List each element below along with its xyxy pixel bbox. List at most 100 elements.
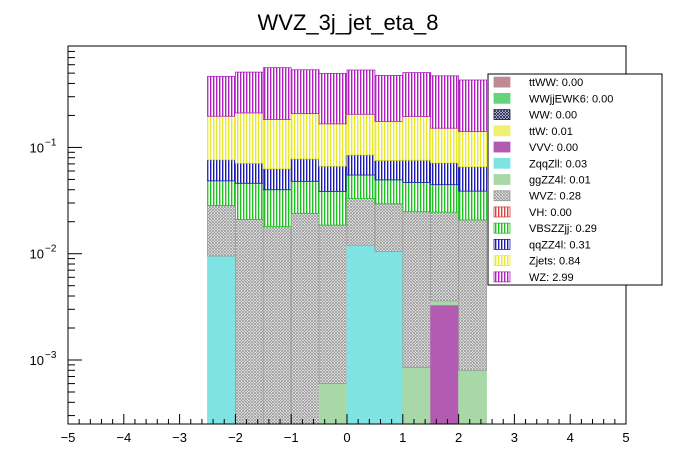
y-tick-exponent: −2 (45, 244, 57, 255)
legend-label: ttWW: 0.00 (529, 77, 583, 89)
bar-wvz-bin-1 (234, 219, 264, 425)
bar-zqqzll-bin-0 (207, 255, 236, 425)
y-tick-exponent: −1 (45, 137, 57, 148)
legend-label: WVZ: 0.28 (529, 191, 581, 203)
bar-wvz-bin-6 (374, 203, 404, 252)
x-tick-label: −4 (116, 430, 131, 445)
x-tick-label: 2 (455, 430, 462, 445)
legend-swatch (493, 222, 511, 234)
bar-wvz-bin-5 (346, 198, 376, 246)
bar-wvz-bin-8 (430, 211, 460, 302)
legend-label: VBSZZjj: 0.29 (529, 223, 597, 235)
legend-swatch (493, 206, 511, 218)
y-tick-exponent: −3 (45, 350, 57, 361)
legend-swatch (493, 271, 511, 283)
bar-zjets-bin-4 (318, 123, 348, 167)
bar-wz-bin-1 (234, 71, 264, 114)
y-tick-label: 10 (30, 140, 44, 155)
bar-wz-bin-7 (402, 72, 432, 117)
bar-wvz-bin-2 (262, 226, 292, 425)
bar-zjets-bin-7 (402, 115, 432, 161)
x-tick-label: 0 (343, 430, 350, 445)
bar-vbszzjj-bin-4 (318, 190, 348, 226)
bar-zqqzll-bin-6 (374, 251, 404, 425)
legend-label: Zjets: 0.84 (529, 256, 580, 268)
bar-ggzz4l-bin-7 (402, 367, 432, 425)
legend-label: WW: 0.00 (529, 110, 577, 122)
chart-title: WVZ_3j_jet_eta_8 (258, 10, 439, 35)
legend-swatch (493, 141, 511, 153)
bar-wvz-bin-7 (402, 211, 432, 368)
bar-vbszzjj-bin-8 (430, 184, 460, 213)
bar-vbszzjj-bin-7 (402, 182, 432, 213)
bar-vbszzjj-bin-9 (458, 190, 487, 221)
legend-label: WWjjEWK6: 0.00 (529, 93, 613, 105)
bar-vbszzjj-bin-0 (207, 180, 236, 206)
legend-swatch (493, 239, 511, 250)
bar-wvz-bin-3 (290, 212, 320, 425)
legend-swatch (493, 76, 511, 88)
bar-vbszzjj-bin-5 (346, 174, 376, 200)
legend-label: ttW: 0.01 (529, 126, 573, 138)
legend-label: WZ: 2.99 (529, 272, 574, 284)
bar-qqzz4l-bin-8 (430, 162, 460, 186)
legend-swatch (493, 92, 511, 104)
bar-zjets-bin-6 (374, 121, 404, 161)
bar-vvv-bin-8 (430, 304, 460, 425)
bar-qqzz4l-bin-2 (262, 168, 292, 191)
bar-zjets-bin-2 (262, 119, 292, 170)
legend-label: ggZZ4l: 0.01 (529, 175, 591, 187)
x-tick-label: 5 (622, 430, 629, 445)
legend-label: VVV: 0.00 (529, 142, 578, 154)
bar-ggzz4l-bin-9 (458, 369, 487, 425)
legend-swatch (493, 157, 511, 169)
bar-zjets-bin-8 (430, 127, 460, 164)
bar-zjets-bin-9 (458, 131, 487, 168)
bar-zqqzll-bin-5 (346, 244, 376, 425)
bar-wz-bin-3 (290, 69, 320, 115)
legend-swatch (493, 255, 511, 267)
bar-vbszzjj-bin-3 (290, 180, 320, 214)
bar-vbszzjj-bin-6 (374, 179, 404, 205)
axes-group: −5 −4 −3 −2 −1 0 1 2 3 4 510−310−210−1 (30, 45, 630, 445)
y-tick-label: 10 (30, 247, 44, 262)
x-tick-label: −1 (284, 430, 299, 445)
legend-swatch (493, 109, 511, 120)
bar-wz-bin-6 (374, 75, 404, 122)
bar-zjets-bin-0 (207, 115, 236, 161)
bar-wz-bin-9 (458, 79, 487, 133)
bar-wz-bin-8 (430, 75, 460, 129)
bar-qqzz4l-bin-6 (374, 159, 404, 181)
bar-qqzz4l-bin-5 (346, 154, 376, 176)
x-tick-label: −2 (228, 430, 243, 445)
bar-qqzz4l-bin-0 (207, 159, 236, 182)
x-tick-label: 1 (399, 430, 406, 445)
legend-label: ZqqZll: 0.03 (529, 158, 587, 170)
bars-group (207, 67, 487, 425)
bar-wvz-bin-0 (207, 204, 236, 257)
bar-zjets-bin-3 (290, 113, 320, 160)
legend-swatch (493, 190, 511, 202)
bar-zjets-bin-5 (346, 113, 376, 156)
bar-wz-bin-2 (262, 67, 292, 120)
x-tick-label: −5 (61, 430, 76, 445)
legend-swatch (493, 174, 511, 185)
bar-wz-bin-4 (318, 73, 348, 125)
bar-zjets-bin-1 (234, 112, 264, 164)
legend-box (487, 73, 663, 286)
bar-vbszzjj-bin-1 (234, 182, 264, 220)
bar-vbszzjj-bin-2 (262, 189, 292, 227)
legend: ttWW: 0.00 WWjjEWK6: 0.00 WW: 0.00 ttW: 0.0… (487, 73, 663, 286)
legend-swatch (493, 125, 511, 137)
bar-ggzz4l-bin-4 (318, 383, 348, 425)
bar-qqzz4l-bin-9 (458, 166, 487, 192)
bar-qqzz4l-bin-3 (290, 158, 320, 182)
legend-label: VH: 0.00 (529, 207, 572, 219)
x-tick-label: 3 (511, 430, 518, 445)
bar-wz-bin-0 (207, 75, 236, 117)
bar-qqzz4l-bin-4 (318, 165, 348, 192)
bar-ggzz4l-bin-8 (430, 300, 460, 306)
bar-qqzz4l-bin-7 (402, 159, 432, 183)
